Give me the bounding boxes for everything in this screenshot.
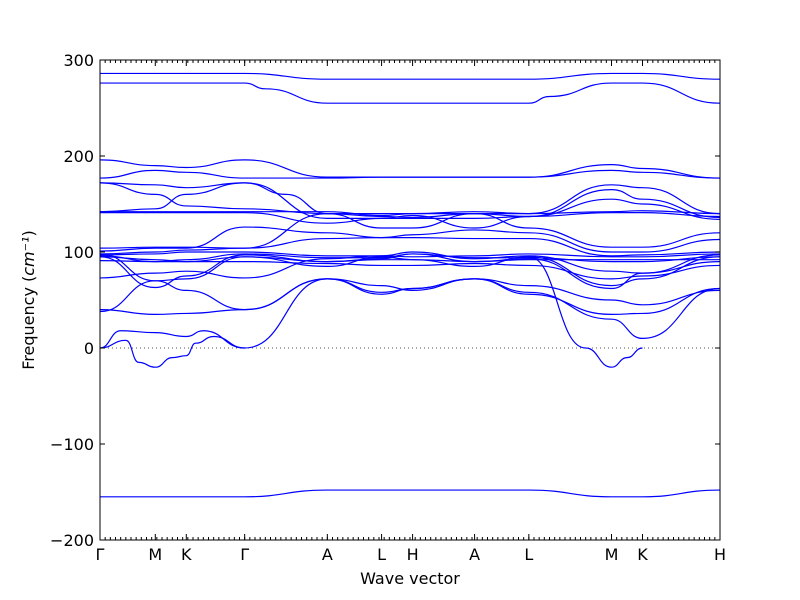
- band-line-21: [99, 278, 721, 313]
- y-tick-label: −100: [50, 435, 94, 454]
- band-line-5: [99, 182, 721, 215]
- band-line-9: [100, 212, 721, 229]
- x-axis-label: Wave vector: [360, 569, 460, 588]
- y-axis-label: Frequency (cm⁻¹): [19, 230, 38, 369]
- band-line-11: [99, 226, 721, 253]
- y-axis: 300 200 100 0 −100 −200: [50, 51, 720, 550]
- x-tick-label: K: [637, 545, 648, 564]
- band-line-17: [99, 251, 721, 279]
- x-tick-label: H: [714, 545, 726, 564]
- band-line-22: [99, 278, 721, 349]
- x-tick-label: A: [469, 545, 480, 564]
- y-tick-label: 200: [63, 147, 94, 166]
- band-line-23: [99, 335, 245, 368]
- band-line-24: [528, 256, 643, 368]
- band-line-25: [100, 489, 721, 498]
- x-tick-label: L: [377, 545, 386, 564]
- y-axis-unit: cm⁻¹: [19, 237, 38, 276]
- band-line-1: [99, 72, 721, 80]
- band-line-20: [99, 278, 721, 316]
- band-line-16: [99, 260, 721, 280]
- y-tick-label: −200: [50, 531, 94, 550]
- x-tick-label: M: [148, 545, 162, 564]
- band-line-10: [99, 212, 721, 249]
- plot-area: [99, 72, 721, 498]
- x-tick-label: L: [524, 545, 533, 564]
- band-line-6: [99, 182, 721, 219]
- y-tick-label: 100: [63, 243, 94, 262]
- x-tick-label: A: [322, 545, 333, 564]
- band-line-12: [99, 236, 721, 257]
- y-tick-label: 300: [63, 51, 94, 70]
- band-line-4: [99, 169, 721, 179]
- band-line-7: [99, 182, 721, 220]
- band-line-8: [99, 210, 721, 217]
- x-tick-label: K: [181, 545, 192, 564]
- plot-frame: [99, 59, 721, 541]
- x-tick-label: Γ: [96, 545, 105, 564]
- x-tick-label: M: [605, 545, 619, 564]
- x-tick-label: Γ: [240, 545, 249, 564]
- band-line-3: [99, 159, 721, 179]
- band-line-2: [100, 82, 721, 104]
- band-line-18: [99, 253, 721, 287]
- band-line-19: [99, 253, 721, 290]
- x-tick-label: H: [407, 545, 419, 564]
- y-axis-label-text: Frequency: [19, 287, 38, 370]
- y-tick-label: 0: [84, 339, 94, 358]
